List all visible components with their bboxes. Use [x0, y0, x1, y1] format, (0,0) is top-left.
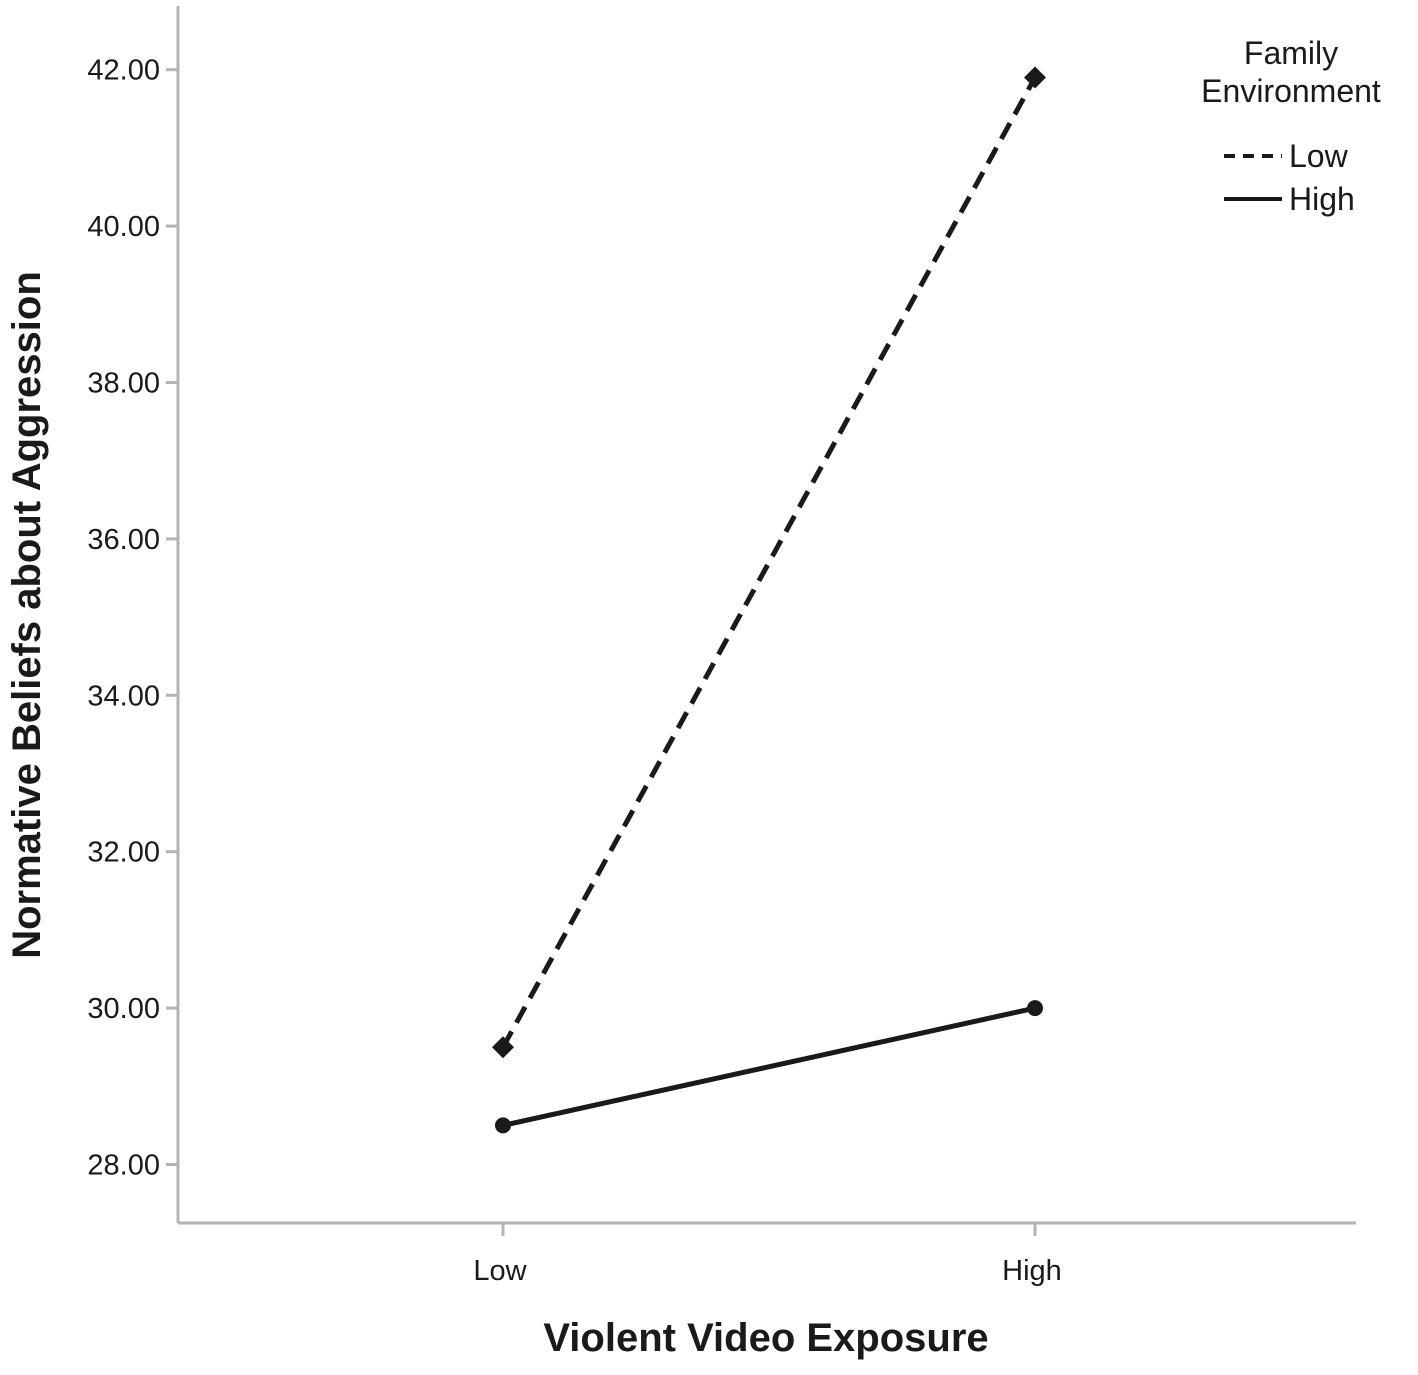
series-line-high	[502, 1005, 1036, 1128]
legend-label-high: High	[1289, 181, 1355, 217]
legend-title: Environment	[1201, 73, 1381, 109]
series-layer	[492, 66, 1046, 1134]
series-line-low	[500, 76, 1038, 1049]
axes: 28.00 30.00 32.00 34.00 36.00 38.00 40.00 42.00…	[87, 6, 1356, 1287]
y-tick-label: 42.00	[87, 55, 160, 87]
y-tick-label: 38.00	[87, 368, 160, 400]
y-axis-title: Normative Beliefs about Aggression	[5, 271, 49, 959]
legend-label-low: Low	[1289, 138, 1349, 174]
data-point-circle	[1027, 1000, 1043, 1017]
y-tick-label: 30.00	[87, 993, 160, 1025]
y-tick-label: 34.00	[87, 680, 160, 712]
y-tick-label: 28.00	[87, 1150, 160, 1182]
y-tick-label: 40.00	[87, 211, 160, 243]
x-tick-label: High	[1002, 1255, 1062, 1287]
x-axis-title: Violent Video Exposure	[543, 1316, 988, 1360]
legend-title: Family	[1244, 35, 1338, 71]
data-point-diamond	[492, 1036, 514, 1059]
x-tick-label: Low	[473, 1255, 527, 1287]
data-point-diamond	[1024, 66, 1046, 89]
y-tick-label: 36.00	[87, 524, 160, 556]
data-point-circle	[495, 1117, 511, 1134]
y-tick-label: 32.00	[87, 837, 160, 869]
